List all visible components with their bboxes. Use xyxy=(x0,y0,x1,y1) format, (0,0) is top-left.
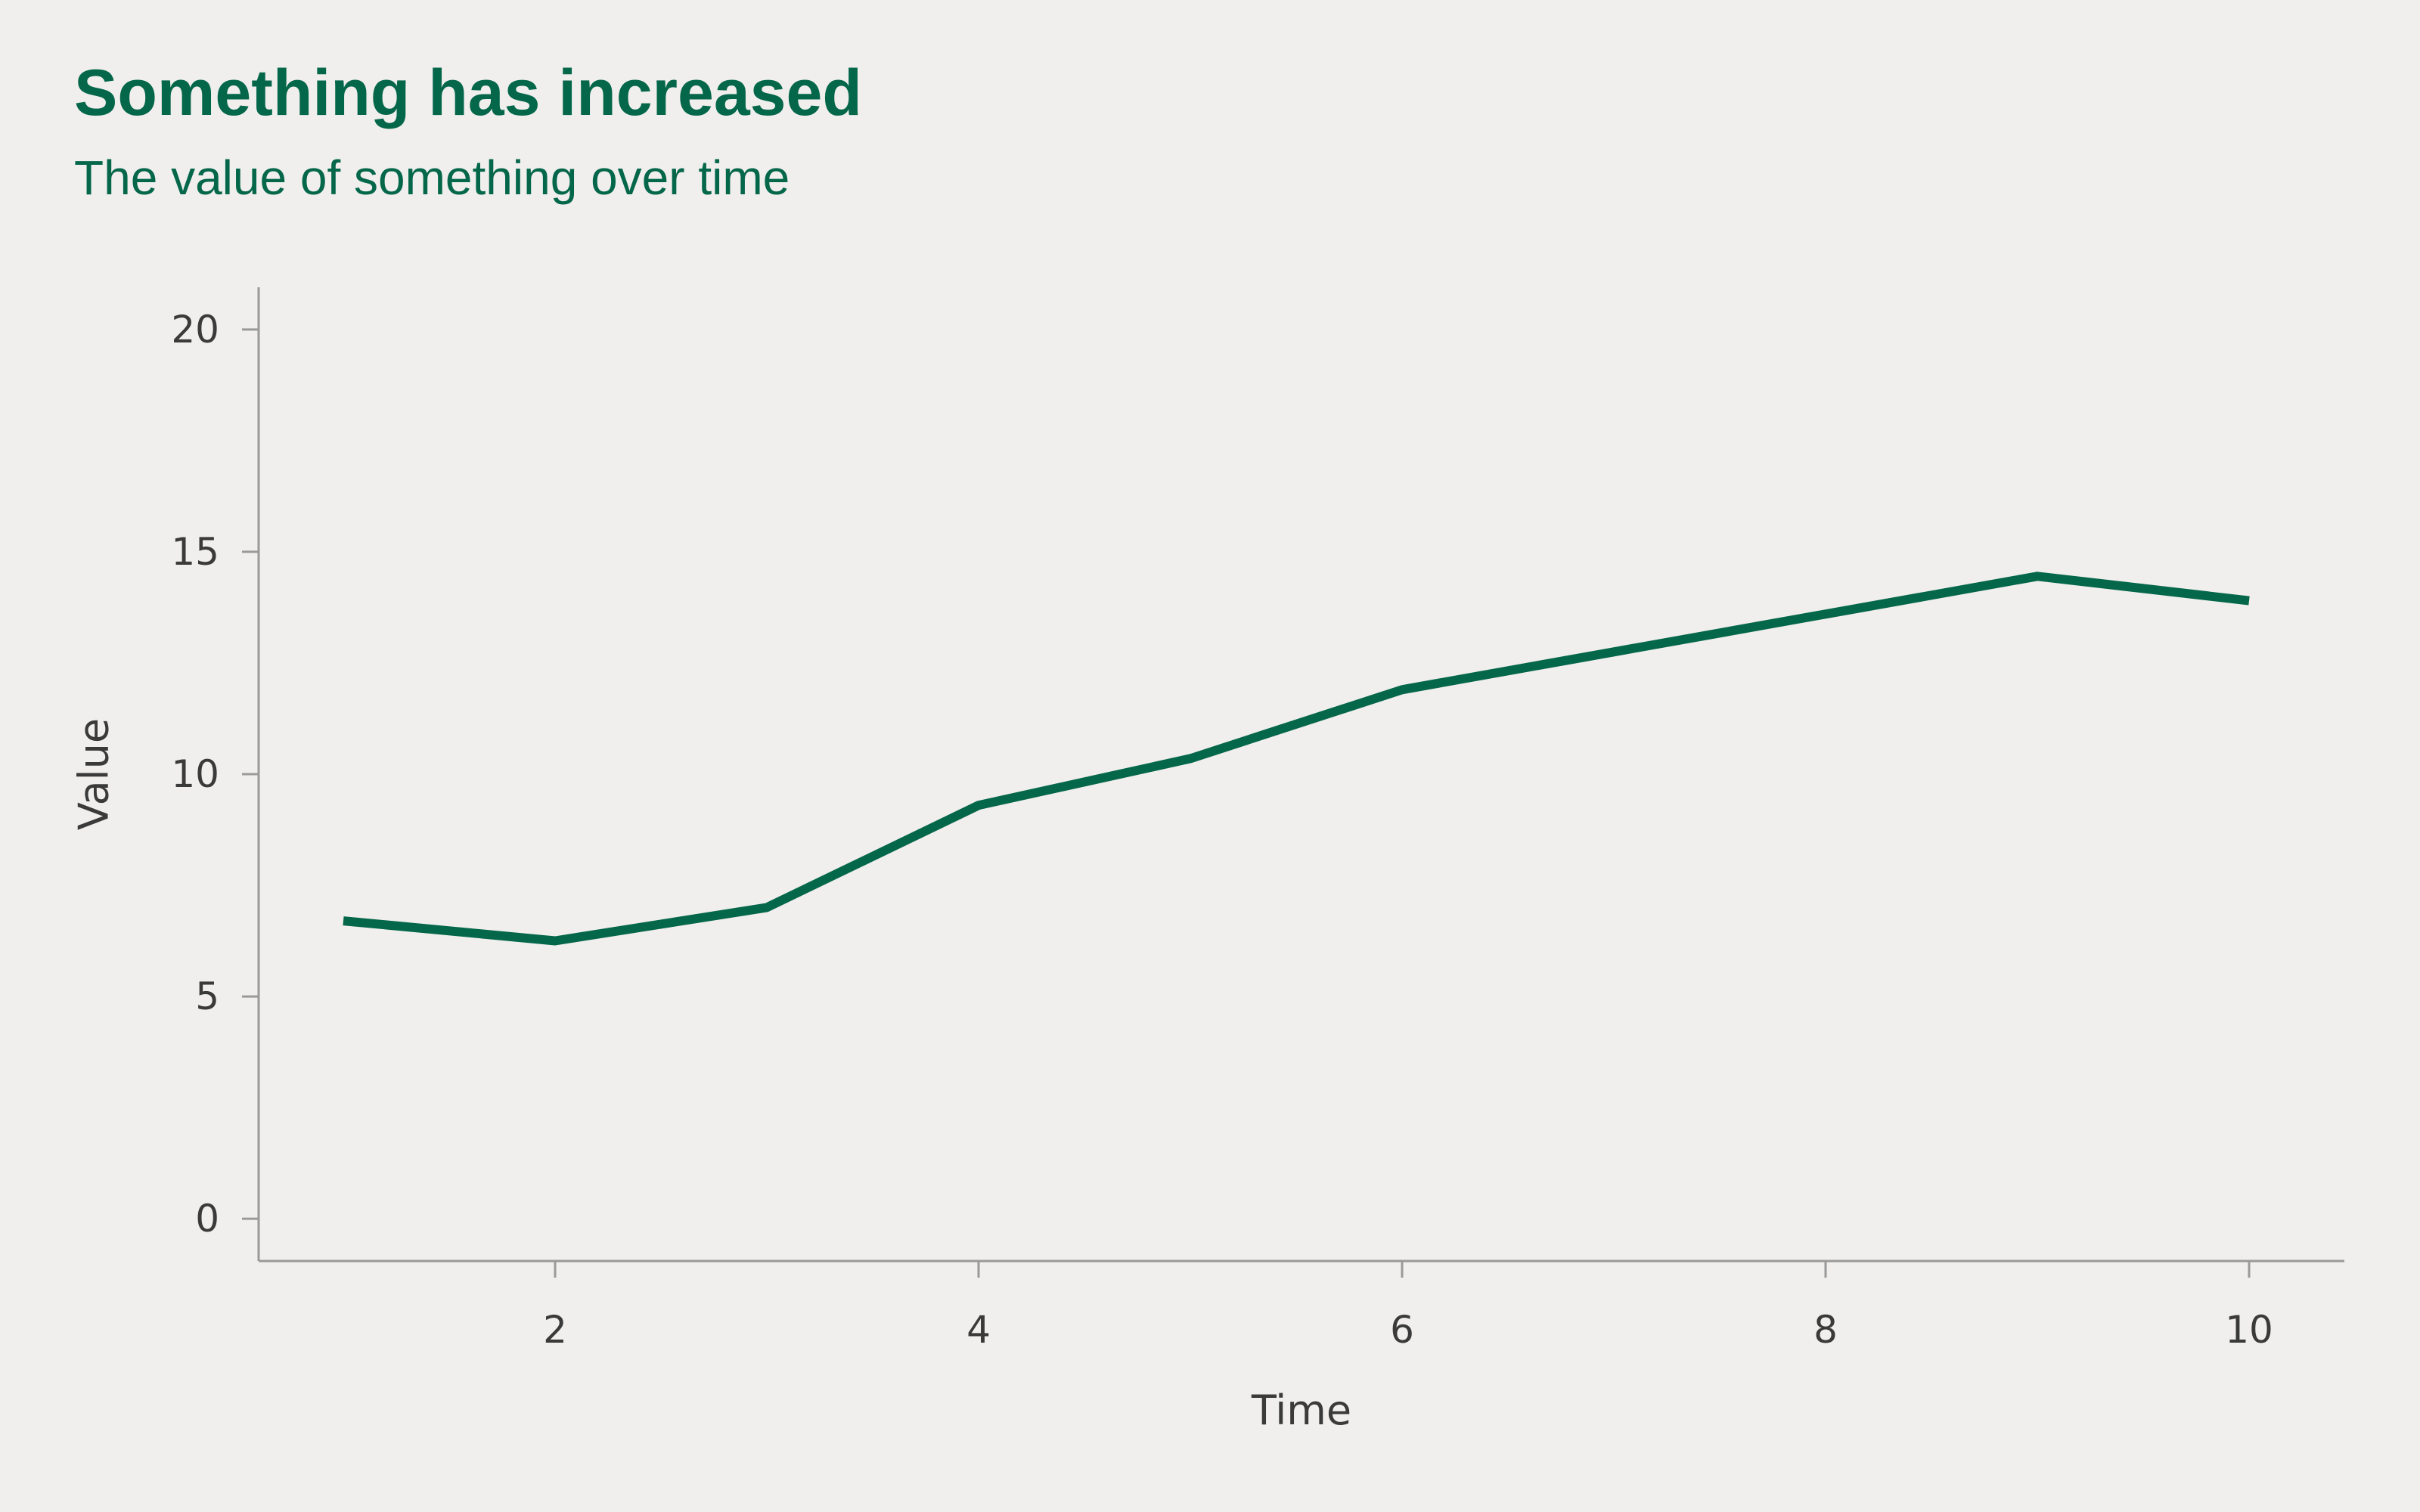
y-tick-label: 0 xyxy=(195,1197,219,1241)
chart-subtitle: The value of something over time xyxy=(74,150,790,205)
data-point xyxy=(978,804,979,806)
series-line xyxy=(343,572,2250,946)
data-point xyxy=(554,940,556,942)
data-point xyxy=(343,920,344,922)
y-axis-title: Value xyxy=(70,718,118,830)
data-point xyxy=(1190,758,1191,759)
x-axis-title: Time xyxy=(1251,1387,1351,1434)
y-tick-label: 15 xyxy=(171,530,219,574)
x-tick-label: 10 xyxy=(2225,1308,2273,1352)
y-tick-label: 5 xyxy=(195,974,219,1018)
x-tick-label: 4 xyxy=(966,1308,991,1352)
x-tick-label: 2 xyxy=(543,1308,567,1352)
ticks: 0 5 10 15 20 2 4 6 8 10 xyxy=(171,308,2273,1352)
data-point xyxy=(1613,651,1615,652)
series xyxy=(343,572,2250,946)
chart-title: Something has increased xyxy=(74,57,862,129)
y-tick-label: 20 xyxy=(171,308,219,352)
data-point xyxy=(766,906,768,908)
x-tick-label: 8 xyxy=(1813,1308,1838,1352)
x-tick-label: 6 xyxy=(1390,1308,1414,1352)
data-point xyxy=(2037,575,2038,577)
data-point xyxy=(2248,600,2250,602)
axes xyxy=(257,287,2344,1263)
y-tick-label: 10 xyxy=(171,752,219,796)
data-point xyxy=(1401,689,1403,690)
data-point xyxy=(1825,613,1826,615)
